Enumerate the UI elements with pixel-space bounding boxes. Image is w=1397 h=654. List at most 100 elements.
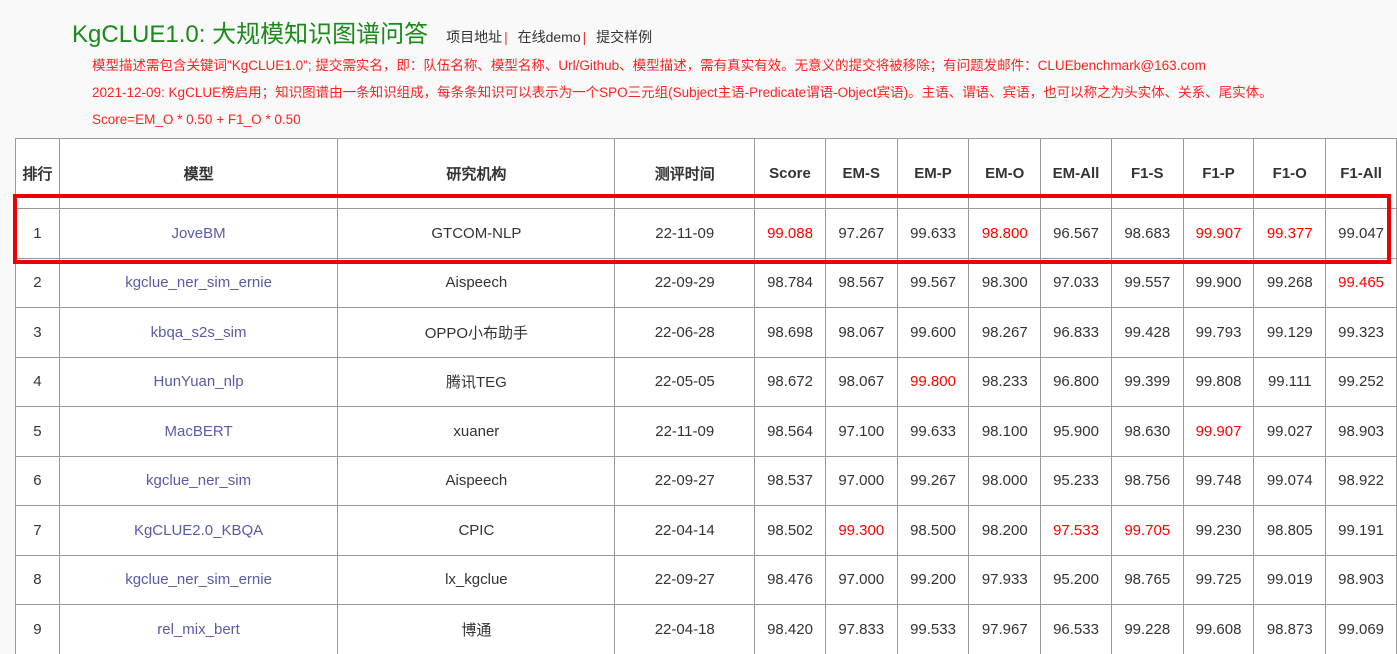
cell-f1-p: 99.793: [1182, 307, 1255, 358]
organization-cell: GTCOM-NLP: [337, 208, 616, 259]
header: KgCLUE1.0: 大规模知识图谱问答 项目地址 | 在线demo | 提交样例: [72, 14, 652, 49]
cell-f1-o: 99.129: [1253, 307, 1327, 358]
rank-cell: 2: [15, 257, 60, 308]
rank-cell: 9: [15, 604, 60, 654]
model-link[interactable]: kbqa_s2s_sim: [58, 307, 339, 358]
cell-em-s: 98.567: [824, 257, 898, 308]
cell-f1-p: 99.748: [1182, 455, 1255, 506]
cell-em-s: 97.100: [824, 406, 898, 457]
cell-f1-all: 99.323: [1325, 307, 1397, 358]
submission-example-link[interactable]: 提交样例: [596, 29, 653, 45]
note-launch: 2021-12-09: KgCLUE榜启用；知识图谱由一条知识组成，每条条知识可…: [92, 85, 1273, 100]
organization-cell: Aispeech: [337, 257, 616, 308]
table-row: 7 KgCLUE2.0_KBQA CPIC 22-04-14 98.502 99.300 9…: [15, 505, 1397, 556]
cell-f1-all: 99.465: [1325, 257, 1397, 308]
cell-score: 98.476: [754, 554, 826, 605]
table-row: 1 JoveBM GTCOM-NLP 22-11-09 99.088 97.267 99.6…: [15, 208, 1397, 259]
rank-cell: 5: [15, 406, 60, 457]
cell-f1-all: 98.922: [1325, 455, 1397, 506]
cell-f1-s: 99.705: [1110, 505, 1184, 556]
cell-em-o: 98.100: [968, 406, 1042, 457]
cell-em-o: 98.200: [968, 505, 1042, 556]
cell-em-all: 96.533: [1040, 604, 1112, 654]
organization-cell: 腾讯TEG: [337, 356, 616, 407]
cell-em-o: 98.267: [968, 307, 1042, 358]
cell-em-p: 99.200: [896, 554, 970, 605]
cell-em-p: 99.800: [896, 356, 970, 407]
cell-f1-p: 99.608: [1182, 604, 1255, 654]
cell-f1-all: 98.903: [1325, 406, 1397, 457]
cell-em-p: 99.633: [896, 208, 970, 259]
cell-f1-o: 99.074: [1253, 455, 1327, 506]
demo-link[interactable]: 在线demo: [517, 29, 581, 45]
notes: 模型描述需包含关键词"KgCLUE1.0"; 提交需实名，即：队伍名称、模型名称…: [92, 52, 1273, 133]
cell-em-all: 95.900: [1040, 406, 1112, 457]
cell-f1-all: 99.069: [1325, 604, 1397, 654]
cell-em-o: 98.000: [968, 455, 1042, 506]
organization-cell: OPPO小布助手: [337, 307, 616, 358]
cell-f1-p: 99.725: [1182, 554, 1255, 605]
cell-em-p: 98.500: [896, 505, 970, 556]
model-link[interactable]: JoveBM: [58, 208, 339, 259]
cell-em-all: 97.033: [1040, 257, 1112, 308]
cell-f1-s: 99.557: [1110, 257, 1184, 308]
model-link[interactable]: kgclue_ner_sim_ernie: [58, 554, 339, 605]
cell-em-s: 98.067: [824, 356, 898, 407]
model-link[interactable]: MacBERT: [58, 406, 339, 457]
cell-score: 98.672: [754, 356, 826, 407]
model-link[interactable]: rel_mix_bert: [58, 604, 339, 654]
cell-f1-p: 99.808: [1182, 356, 1255, 407]
cell-f1-o: 98.873: [1253, 604, 1327, 654]
date-cell: 22-06-28: [614, 307, 756, 358]
cell-f1-all: 99.252: [1325, 356, 1397, 407]
note-score-formula: Score=EM_O * 0.50 + F1_O * 0.50: [92, 112, 301, 127]
model-link[interactable]: KgCLUE2.0_KBQA: [58, 505, 339, 556]
cell-em-o: 98.233: [968, 356, 1042, 407]
table-row: 6 kgclue_ner_sim Aispeech 22-09-27 98.537 97.…: [15, 455, 1397, 506]
date-cell: 22-04-14: [614, 505, 756, 556]
table-row: 4 HunYuan_nlp 腾讯TEG 22-05-05 98.672 98.067 99.…: [15, 356, 1397, 407]
note-submission: 模型描述需包含关键词"KgCLUE1.0"; 提交需实名，即：队伍名称、模型名称…: [92, 58, 1206, 73]
table-row: 8 kgclue_ner_sim_ernie lx_kgclue 22-09-27 98…: [15, 554, 1397, 605]
table-row: 3 kbqa_s2s_sim OPPO小布助手 22-06-28 98.698 98.06…: [15, 307, 1397, 358]
date-cell: 22-09-27: [614, 455, 756, 506]
cell-f1-o: 99.111: [1253, 356, 1327, 407]
cell-f1-s: 99.428: [1110, 307, 1184, 358]
rank-cell: 6: [15, 455, 60, 506]
cell-f1-all: 99.191: [1325, 505, 1397, 556]
model-link[interactable]: kgclue_ner_sim_ernie: [58, 257, 339, 308]
cell-f1-s: 98.630: [1110, 406, 1184, 457]
cell-f1-o: 98.805: [1253, 505, 1327, 556]
organization-cell: CPIC: [337, 505, 616, 556]
table-row: 5 MacBERT xuaner 22-11-09 98.564 97.100 99.633…: [15, 406, 1397, 457]
date-cell: 22-05-05: [614, 356, 756, 407]
cell-f1-s: 98.683: [1110, 208, 1184, 259]
cell-f1-o: 99.027: [1253, 406, 1327, 457]
model-link[interactable]: HunYuan_nlp: [58, 356, 339, 407]
organization-cell: lx_kgclue: [337, 554, 616, 605]
cell-em-p: 99.533: [896, 604, 970, 654]
rank-cell: 8: [15, 554, 60, 605]
leaderboard-table: 排行 模型 研究机构 测评时间 Score EM-S EM-P EM-O EM-All F1-S F…: [15, 138, 1397, 654]
cell-em-o: 98.300: [968, 257, 1042, 308]
separator: |: [582, 29, 587, 45]
cell-em-o: 97.933: [968, 554, 1042, 605]
cell-f1-p: 99.907: [1182, 406, 1255, 457]
highlight-box: [13, 194, 1391, 264]
cell-em-s: 97.833: [824, 604, 898, 654]
cell-em-s: 99.300: [824, 505, 898, 556]
project-link[interactable]: 项目地址: [446, 29, 503, 45]
cell-f1-o: 99.268: [1253, 257, 1327, 308]
cell-f1-s: 98.765: [1110, 554, 1184, 605]
cell-score: 98.537: [754, 455, 826, 506]
page-title: KgCLUE1.0: 大规模知识图谱问答: [72, 21, 429, 48]
model-link[interactable]: kgclue_ner_sim: [58, 455, 339, 506]
cell-f1-all: 98.903: [1325, 554, 1397, 605]
cell-f1-p: 99.900: [1182, 257, 1255, 308]
rank-cell: 7: [15, 505, 60, 556]
cell-score: 98.502: [754, 505, 826, 556]
cell-em-o: 97.967: [968, 604, 1042, 654]
cell-em-p: 99.567: [896, 257, 970, 308]
cell-score: 98.420: [754, 604, 826, 654]
cell-f1-s: 99.399: [1110, 356, 1184, 407]
